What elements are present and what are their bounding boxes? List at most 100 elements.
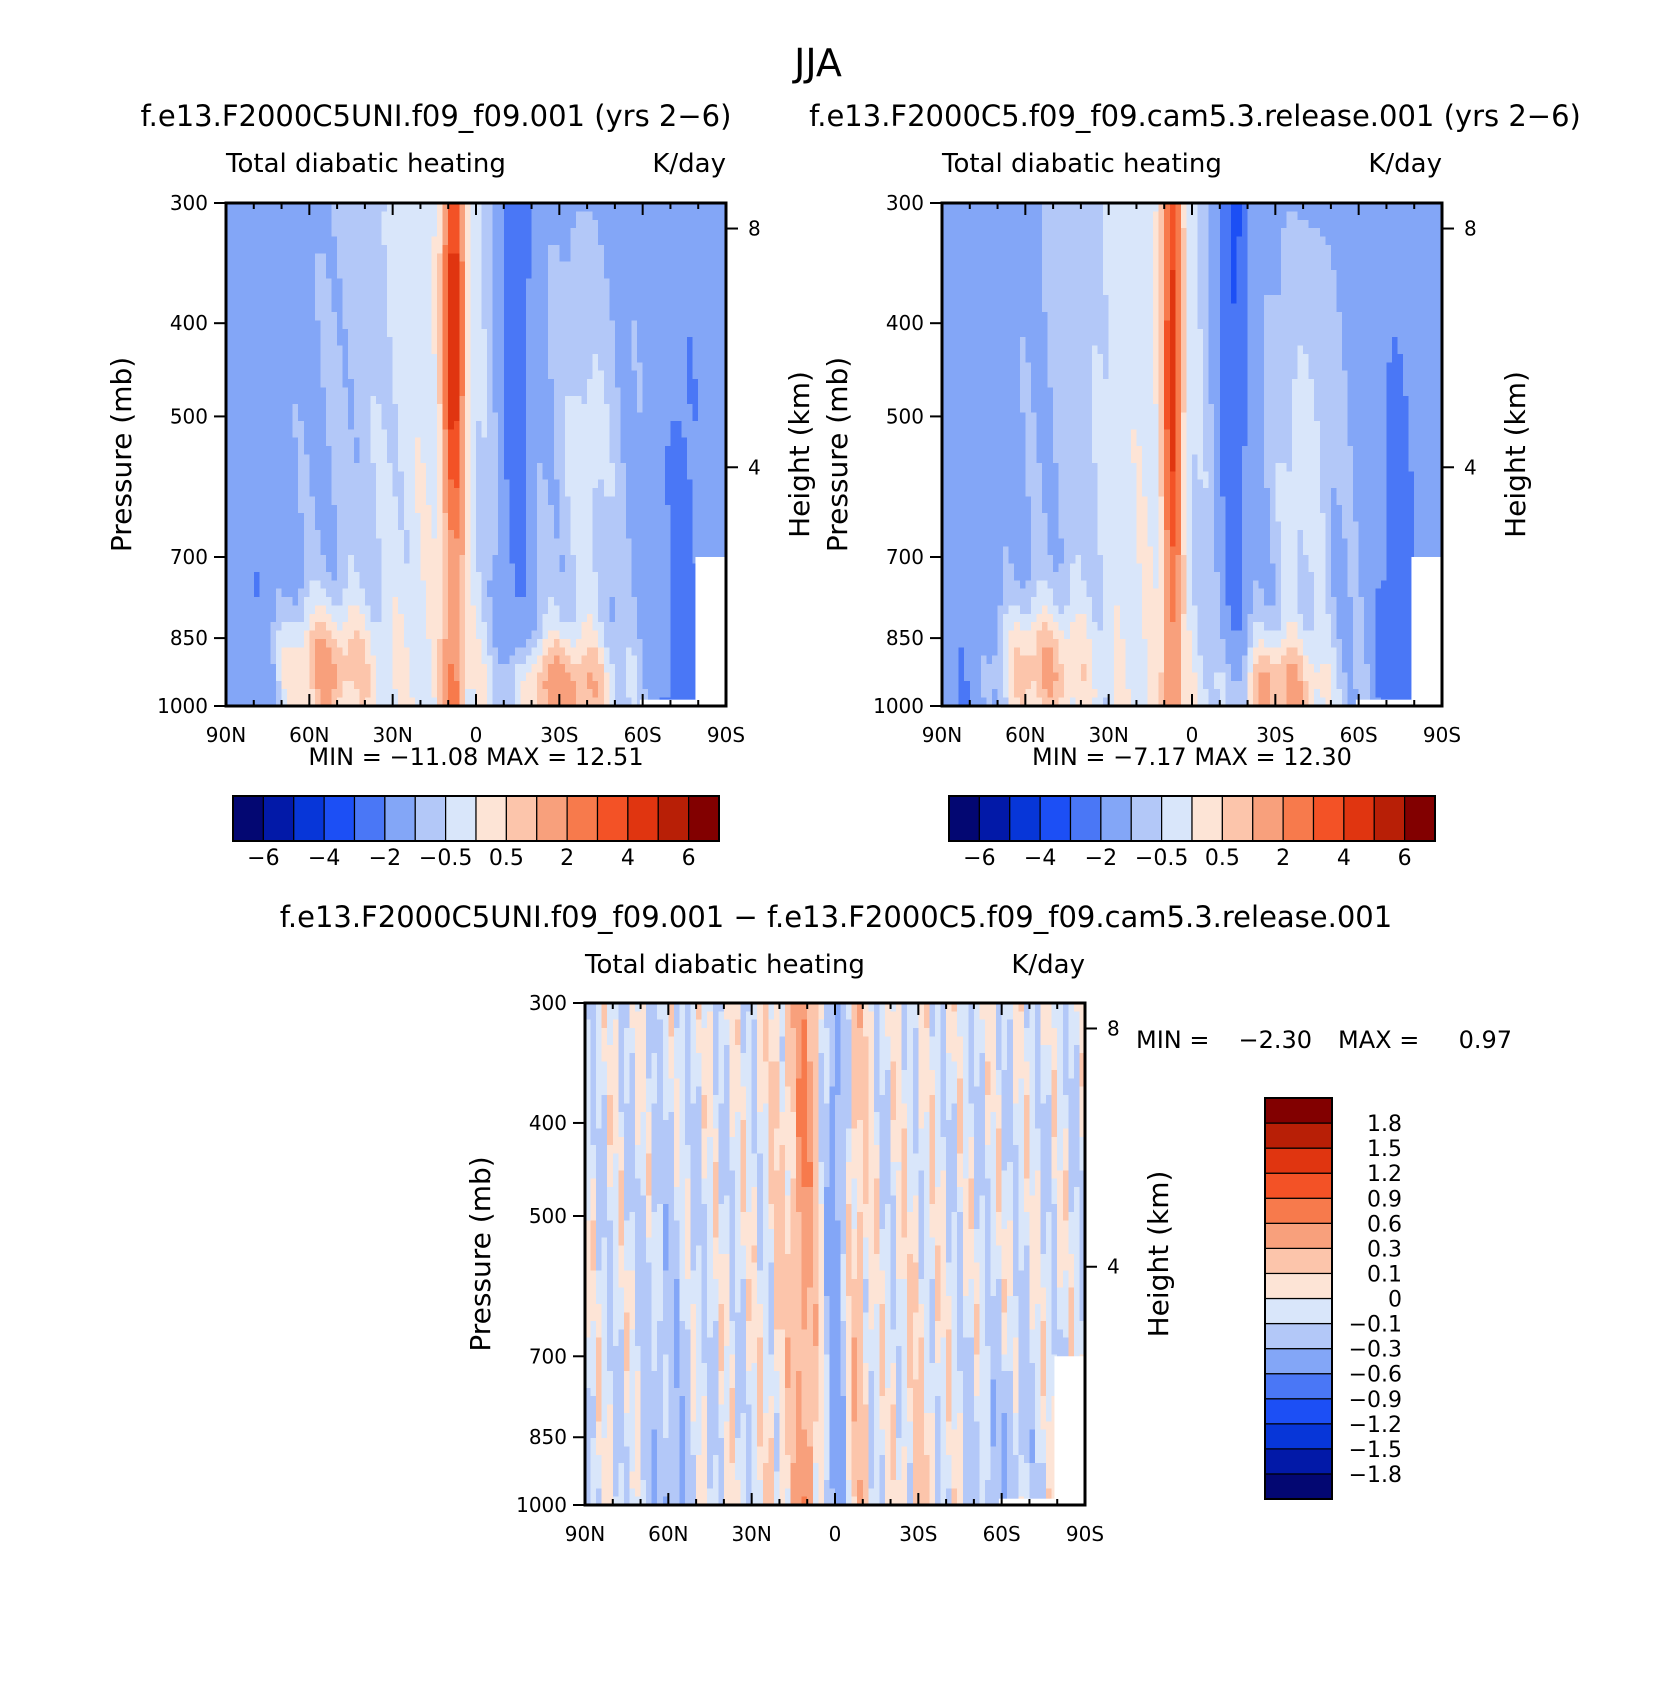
colorbar-swatch xyxy=(948,795,980,842)
topography-mask xyxy=(1355,556,1442,706)
x-tick-label: 60S xyxy=(983,1522,1021,1546)
panel-title: f.e13.F2000C5.f09_f09.cam5.3.release.001… xyxy=(809,99,1581,133)
y-tick-label: 1000 xyxy=(157,694,208,718)
colorbar-swatch xyxy=(1009,795,1041,842)
panel-2: f.e13.F2000C5.f09_f09.cam5.3.release.001… xyxy=(809,99,1581,871)
colorbar-label: 1.8 xyxy=(1367,1112,1402,1137)
colorbar-swatch xyxy=(1039,795,1072,842)
x-tick-label: 30S xyxy=(1256,723,1294,747)
x-tick-label: 90S xyxy=(707,723,745,747)
colorbar-label: 0.9 xyxy=(1367,1187,1402,1212)
y-tick-label: 500 xyxy=(529,1204,567,1228)
y2-tick-label: 4 xyxy=(1107,1255,1120,1279)
panel-title: f.e13.F2000C5UNI.f09_f09.001 (yrs 2−6) xyxy=(141,99,732,133)
colorbar-swatch xyxy=(293,795,325,842)
colorbar-label: −1.5 xyxy=(1349,1438,1402,1463)
panel-1: f.e13.F2000C5UNI.f09_f09.001 (yrs 2−6) To… xyxy=(105,99,816,871)
colorbar-swatch xyxy=(1264,1197,1333,1224)
colorbar-label: −0.9 xyxy=(1349,1388,1402,1413)
colorbar-label: 0.1 xyxy=(1367,1262,1402,1287)
colorbar-swatch xyxy=(1252,795,1284,842)
colorbar-swatch xyxy=(596,795,629,842)
x-tick-label: 30N xyxy=(372,723,412,747)
colorbar-label: 0.6 xyxy=(1367,1212,1402,1237)
y-axis-label: Pressure (mb) xyxy=(464,1156,497,1351)
colorbar-swatch xyxy=(1404,795,1436,842)
colorbar-swatch xyxy=(1161,795,1193,842)
colorbar-swatch xyxy=(1312,795,1345,842)
figure-title: JJA xyxy=(792,41,842,85)
colorbar-swatch xyxy=(536,795,568,842)
colorbar-label: −1.8 xyxy=(1349,1463,1402,1488)
colorbar-swatch xyxy=(1343,795,1375,842)
colorbar-swatch xyxy=(475,795,507,842)
colorbar-swatch xyxy=(1264,1398,1333,1425)
y-tick-label: 850 xyxy=(170,626,208,650)
x-tick-label: 30N xyxy=(731,1522,771,1546)
colorbar-swatch xyxy=(1264,1172,1333,1199)
colorbar-swatch xyxy=(353,795,386,842)
colorbar-swatch xyxy=(1130,795,1163,842)
colorbar-label: 2 xyxy=(560,846,574,871)
colorbar-label: 0 xyxy=(1388,1288,1402,1313)
colorbar-swatch xyxy=(323,795,356,842)
colorbar-label: 6 xyxy=(1398,846,1412,871)
colorbar-swatch xyxy=(1264,1147,1333,1174)
colorbar-swatch xyxy=(1264,1297,1333,1325)
colorbar-label: −0.6 xyxy=(1349,1363,1402,1388)
y-tick-label: 850 xyxy=(529,1425,567,1449)
colorbar-label: −6 xyxy=(963,846,995,871)
y-tick-label: 300 xyxy=(170,191,208,215)
colorbar-label: 4 xyxy=(1337,846,1351,871)
panel-subtitle-right: K/day xyxy=(1368,149,1442,179)
y-tick-label: 300 xyxy=(886,191,924,215)
y2-tick-label: 4 xyxy=(748,455,761,479)
colorbar-swatch xyxy=(1264,1272,1333,1300)
colorbar-label: −1.2 xyxy=(1349,1413,1402,1438)
min-value: −2.30 xyxy=(1238,1026,1312,1054)
colorbar-swatch xyxy=(657,795,690,842)
x-tick-label: 90N xyxy=(922,723,962,747)
colorbar-swatch xyxy=(1264,1322,1333,1350)
x-tick-label: 90N xyxy=(565,1522,605,1546)
colorbar: −1.8−1.5−1.2−0.9−0.6−0.3−0.100.10.30.60.… xyxy=(1264,1097,1402,1500)
colorbar-label: −6 xyxy=(247,846,279,871)
colorbar-label: 0.5 xyxy=(1205,846,1240,871)
y-tick-label: 700 xyxy=(886,545,924,569)
x-tick-label: 30S xyxy=(540,723,578,747)
x-tick-label: 90S xyxy=(1066,1522,1104,1546)
colorbar-label: −0.1 xyxy=(1349,1313,1402,1338)
colorbar-swatch xyxy=(688,795,720,842)
panel-subtitle-left: Total diabatic heating xyxy=(584,950,865,980)
x-tick-label: 90S xyxy=(1423,723,1461,747)
y-tick-label: 850 xyxy=(886,626,924,650)
min-max-stats: MIN = −7.17 MAX = 12.30 xyxy=(1032,743,1352,771)
panel-subtitle-right: K/day xyxy=(652,149,726,179)
colorbar-swatch xyxy=(1373,795,1406,842)
colorbar-label: −0.3 xyxy=(1349,1338,1402,1363)
colorbar-swatch xyxy=(1264,1473,1333,1500)
colorbar: −6 −4 −2 −0.5 0.5 2 4 6 xyxy=(232,795,720,871)
colorbar-swatch xyxy=(1282,795,1315,842)
panel-subtitle-right: K/day xyxy=(1011,950,1085,980)
y-tick-label: 400 xyxy=(886,311,924,335)
field-shading xyxy=(226,203,727,707)
colorbar-swatch xyxy=(627,795,659,842)
panel-3: f.e13.F2000C5UNI.f09_f09.001 − f.e13.F20… xyxy=(280,900,1512,1546)
panel-subtitle-left: Total diabatic heating xyxy=(941,149,1222,179)
y-tick-label: 500 xyxy=(886,404,924,428)
y2-axis-label: Height (km) xyxy=(1499,371,1532,538)
y2-tick-label: 4 xyxy=(1464,455,1477,479)
colorbar-label: 4 xyxy=(621,846,635,871)
min-max-stats: MIN = −11.08 MAX = 12.51 xyxy=(308,743,643,771)
colorbar-label: 1.5 xyxy=(1367,1137,1402,1162)
colorbar-swatch xyxy=(1221,795,1254,842)
colorbar-label: −4 xyxy=(308,846,340,871)
topography-mask xyxy=(998,1356,1085,1505)
y-tick-label: 1000 xyxy=(516,1493,567,1517)
colorbar-label: −0.5 xyxy=(1135,846,1188,871)
colorbar-swatch xyxy=(1264,1222,1333,1249)
y-tick-label: 400 xyxy=(170,311,208,335)
y2-axis-label: Height (km) xyxy=(1142,1171,1175,1338)
